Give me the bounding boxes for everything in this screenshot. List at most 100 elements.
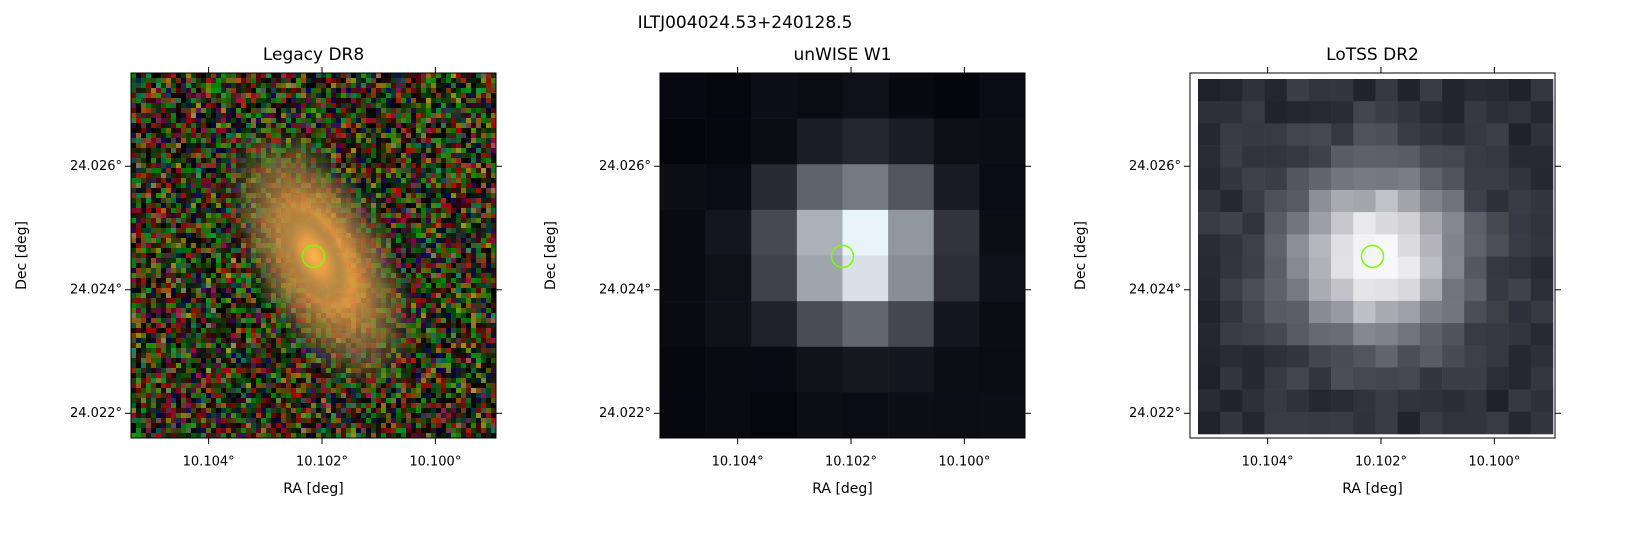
image-pixel [236, 403, 242, 409]
image-pixel [471, 203, 477, 209]
image-pixel [186, 308, 192, 314]
image-pixel [471, 83, 477, 89]
image-pixel [376, 98, 382, 104]
image-pixel [251, 373, 257, 379]
image-pixel [151, 198, 157, 204]
image-pixel [416, 403, 422, 409]
image-pixel [151, 243, 157, 249]
image-pixel [346, 128, 352, 134]
image-pixel [181, 143, 187, 149]
image-pixel [401, 233, 407, 239]
image-pixel [416, 238, 422, 244]
image-pixel [151, 418, 157, 424]
image-pixel [206, 263, 212, 269]
image-pixel [221, 408, 227, 414]
image-pixel [471, 158, 477, 164]
image-pixel [301, 108, 307, 114]
image-pixel [276, 88, 282, 94]
image-pixel [416, 348, 422, 354]
image-pixel [146, 273, 152, 279]
image-pixel [441, 83, 447, 89]
image-pixel [411, 373, 417, 379]
image-pixel [451, 253, 457, 259]
image-pixel [201, 408, 207, 414]
image-pixel [416, 98, 422, 104]
image-pixel [196, 93, 202, 99]
image-pixel [141, 103, 147, 109]
image-pixel [406, 388, 412, 394]
image-pixel [226, 293, 232, 299]
image-pixel [321, 383, 327, 389]
image-pixel [451, 368, 457, 374]
image-pixel [436, 308, 442, 314]
image-pixel [351, 98, 357, 104]
image-pixel [406, 168, 412, 174]
image-pixel [281, 103, 287, 109]
image-pixel [396, 163, 402, 169]
image-pixel [201, 133, 207, 139]
image-pixel [446, 163, 452, 169]
image-pixel [131, 288, 137, 294]
image-pixel [351, 108, 357, 114]
image-pixel [141, 368, 147, 374]
image-pixel [191, 218, 197, 224]
image-pixel [471, 208, 477, 214]
image-pixel [191, 138, 197, 144]
image-pixel [451, 353, 457, 359]
image-pixel [211, 153, 217, 159]
image-pixel [391, 388, 397, 394]
image-pixel [436, 323, 442, 329]
image-pixel [336, 123, 342, 129]
image-pixel [211, 288, 217, 294]
image-pixel [446, 403, 452, 409]
image-pixel [366, 408, 372, 414]
image-pixel [451, 398, 457, 404]
image-pixel [366, 118, 372, 124]
image-pixel [141, 193, 147, 199]
image-pixel [246, 113, 252, 119]
image-pixel [401, 388, 407, 394]
image-pixel [456, 193, 462, 199]
image-pixel [186, 428, 192, 434]
image-pixel [131, 73, 137, 79]
image-pixel [171, 223, 177, 229]
image-pixel [211, 363, 217, 369]
image-pixel [226, 238, 232, 244]
image-pixel [201, 173, 207, 179]
image-pixel [176, 183, 182, 189]
image-pixel [456, 118, 462, 124]
image-pixel [196, 368, 202, 374]
image-pixel [356, 173, 362, 179]
image-pixel [261, 368, 267, 374]
image-pixel [226, 398, 232, 404]
image-pixel [296, 368, 302, 374]
image-pixel [176, 303, 182, 309]
image-pixel [271, 428, 277, 434]
image-pixel [466, 383, 472, 389]
image-pixel [311, 378, 317, 384]
image-pixel [236, 393, 242, 399]
image-pixel [226, 78, 232, 84]
image-pixel [226, 248, 232, 254]
image-pixel [146, 128, 152, 134]
image-pixel [316, 393, 322, 399]
image-pixel [141, 343, 147, 349]
image-pixel [156, 163, 162, 169]
image-pixel [451, 188, 457, 194]
image-pixel [386, 423, 392, 429]
image-pixel [186, 83, 192, 89]
image-pixel [376, 163, 382, 169]
image-pixel [246, 428, 252, 434]
image-pixel [456, 348, 462, 354]
image-pixel [186, 303, 192, 309]
image-pixel [381, 198, 387, 204]
image-pixel [426, 213, 432, 219]
image-pixel [136, 378, 142, 384]
image-pixel [206, 123, 212, 129]
image-pixel [211, 358, 217, 364]
image-pixel [396, 198, 402, 204]
image-pixel [421, 353, 427, 359]
image-pixel [421, 123, 427, 129]
image-pixel [231, 78, 237, 84]
image-pixel [181, 328, 187, 334]
